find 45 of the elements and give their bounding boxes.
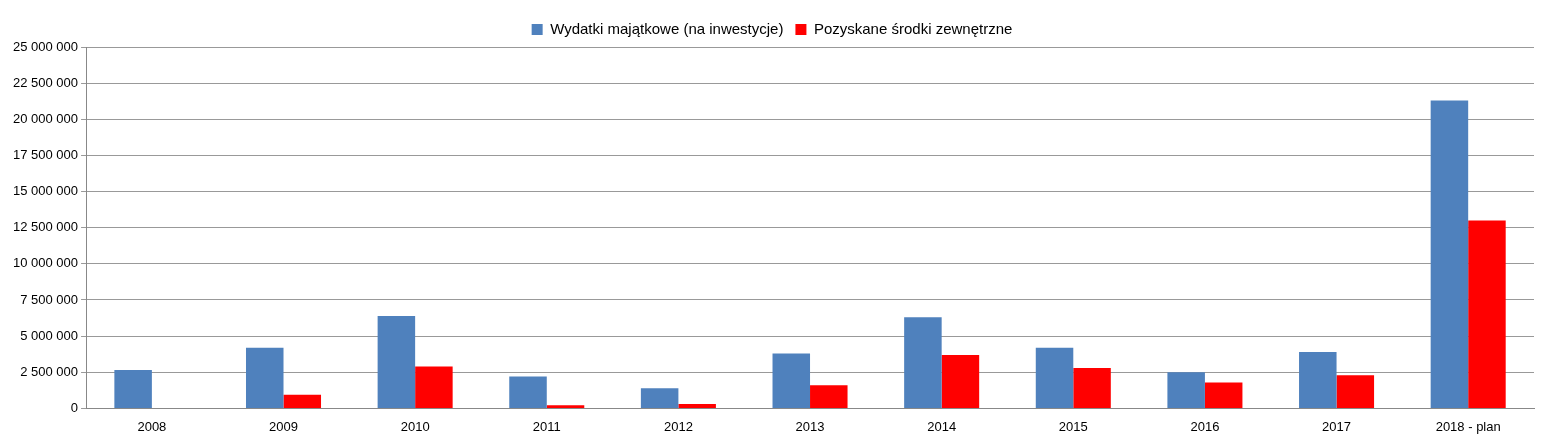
- bar: [1299, 352, 1337, 408]
- bar: [415, 366, 453, 408]
- x-tick-label: 2009: [269, 418, 298, 434]
- legend-label: Wydatki majątkowe (na inwestycje): [550, 19, 784, 37]
- x-tick-label: 2008: [137, 418, 167, 434]
- x-tick-label: 2011: [532, 418, 561, 434]
- x-tick-label: 2015: [1058, 418, 1088, 434]
- y-tick-label: 17 500 000: [12, 147, 79, 162]
- x-tick-label: 2013: [795, 418, 825, 434]
- y-tick-label: 20 000 000: [12, 110, 79, 126]
- bar: [1073, 367, 1111, 408]
- bar: [810, 385, 848, 408]
- bar: [546, 405, 585, 408]
- y-tick-label: 2 500 000: [20, 363, 79, 379]
- bar: [1468, 220, 1506, 408]
- y-tick-label: 12 500 000: [12, 219, 79, 235]
- y-tick-label: 22 500 000: [12, 74, 79, 90]
- x-tick-label: 2017: [1322, 418, 1352, 434]
- bar: [246, 347, 284, 408]
- bar: [1035, 347, 1074, 408]
- bar: [1336, 375, 1375, 408]
- x-tick-label: 2010: [400, 418, 430, 434]
- x-tick-label: 2012: [663, 418, 693, 434]
- bar: [640, 388, 679, 408]
- bar: [377, 315, 416, 408]
- bar: [772, 353, 811, 408]
- bar: [678, 404, 716, 408]
- bar: [114, 370, 152, 408]
- bar: [283, 394, 322, 408]
- bar: [904, 317, 942, 408]
- bar: [1167, 372, 1205, 408]
- legend-label: Pozyskane środki zewnętrzne: [813, 19, 1013, 37]
- bar: [509, 376, 547, 408]
- y-tick-label: 0: [70, 399, 79, 415]
- y-tick-label: 5 000 000: [20, 327, 79, 343]
- bar: [1430, 100, 1469, 408]
- x-tick-label: 2014: [927, 418, 957, 434]
- y-tick-label: 15 000 000: [12, 183, 79, 199]
- y-tick-label: 25 000 000: [12, 38, 79, 54]
- bar: [1204, 382, 1243, 408]
- bar: [941, 354, 980, 408]
- y-tick-label: 7 500 000: [20, 291, 79, 307]
- y-tick-label: 10 000 000: [12, 255, 79, 271]
- x-tick-label: 2016: [1190, 418, 1220, 434]
- x-tick-label: 2018 - plan: [1435, 418, 1501, 434]
